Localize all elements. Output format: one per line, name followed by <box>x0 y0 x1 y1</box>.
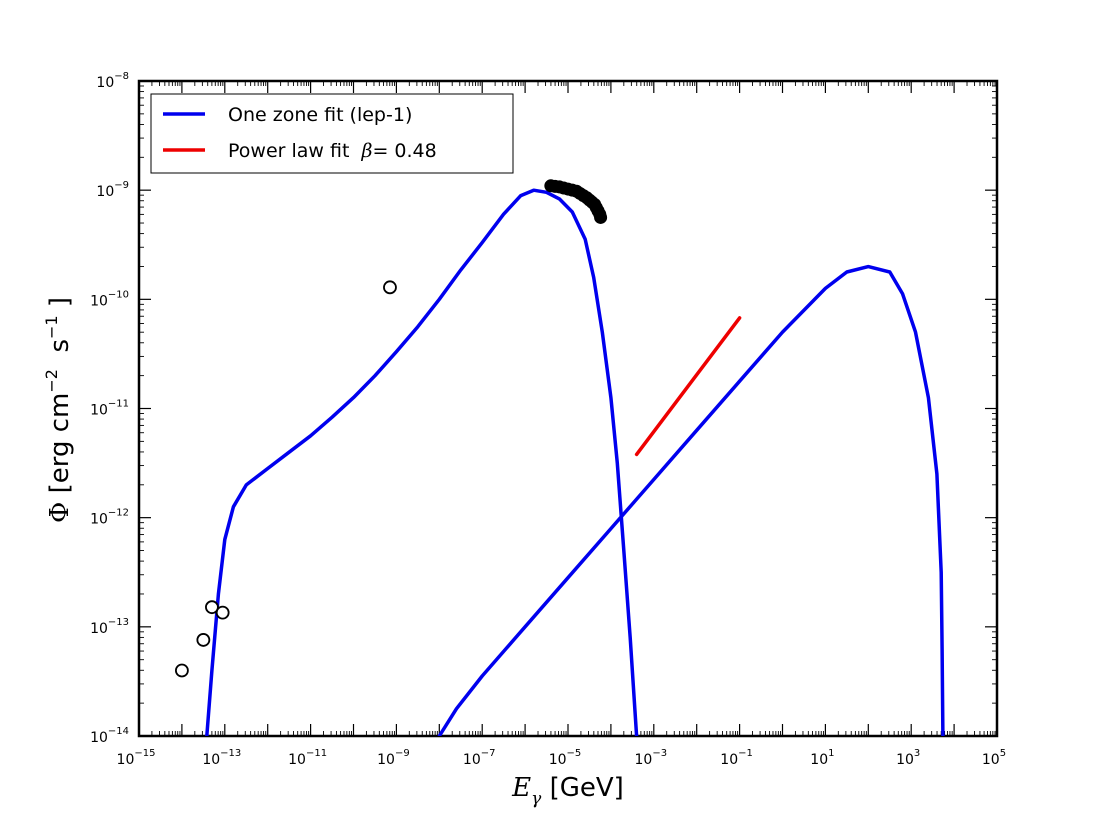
y-tick-label: 10−13 <box>90 617 129 637</box>
y-axis-end: ] <box>45 297 75 315</box>
synchrotron-curve <box>205 188 639 736</box>
y-tick-label: 10−9 <box>96 180 129 200</box>
legend: One zone fit (lep-1) Power law fit β= 0.… <box>150 93 514 174</box>
series-group <box>205 188 945 736</box>
data-point-open <box>383 280 397 295</box>
legend-power-law-text: Power law fit <box>228 140 361 162</box>
x-tick-labels: 10−15 10−13 10−11 10−9 10−7 10−5 10−3 10−1 101 10… <box>117 748 1007 768</box>
legend-beta-symbol: β <box>360 140 372 162</box>
legend-box <box>150 93 514 174</box>
y-axis-mid: s <box>45 339 75 369</box>
x-tick-label: 10−3 <box>635 748 668 768</box>
x-tick-label: 10−9 <box>377 748 410 768</box>
y-tick-label: 10−10 <box>90 289 129 309</box>
x-tick-label: 101 <box>810 748 834 768</box>
x-axis-symbol: E <box>511 773 531 803</box>
data-points-group <box>174 179 608 678</box>
x-tick-label: 10−1 <box>720 748 753 768</box>
x-axis-label: Eγ [GeV] <box>511 773 624 809</box>
y-tick-label: 10−8 <box>96 71 129 91</box>
inverse-compton-curve <box>437 264 945 736</box>
data-point-open <box>174 663 189 678</box>
legend-label-one-zone: One zone fit (lep-1) <box>228 104 412 126</box>
legend-beta-value: = 0.48 <box>372 140 436 162</box>
y-tick-labels: 10−14 10−13 10−12 10−11 10−10 10−9 10−8 <box>90 71 129 746</box>
y-tick-label: 10−11 <box>90 399 129 419</box>
x-tick-label: 10−11 <box>288 748 327 768</box>
y-tick-label: 10−12 <box>90 508 129 528</box>
data-point-open <box>196 633 211 647</box>
x-tick-label: 105 <box>982 748 1006 768</box>
axis-ticks <box>138 80 998 737</box>
x-axis-unit: [GeV] <box>541 773 623 803</box>
legend-label-power-law: Power law fit β= 0.48 <box>228 140 437 162</box>
y-axis-symbol: Φ <box>45 502 75 523</box>
y-axis-exp2: −1 <box>42 315 61 339</box>
x-tick-label: 10−13 <box>202 748 241 768</box>
power-law-fit-line <box>634 316 742 457</box>
y-axis-exp1: −2 <box>42 369 61 393</box>
x-axis-subscript: γ <box>531 789 542 809</box>
x-tick-label: 10−7 <box>463 748 496 768</box>
plot-frame <box>137 79 999 738</box>
data-point-open <box>215 605 230 620</box>
x-tick-label: 10−15 <box>117 748 156 768</box>
data-point-filled <box>594 210 608 224</box>
x-tick-label: 10−5 <box>549 748 582 768</box>
data-point-open <box>205 600 219 615</box>
y-tick-label: 10−14 <box>90 726 129 746</box>
x-tick-label: 103 <box>896 748 920 768</box>
y-axis-text: [erg cm <box>45 393 75 502</box>
y-axis-label: Φ [erg cm−2 s−1 ] <box>42 297 75 523</box>
